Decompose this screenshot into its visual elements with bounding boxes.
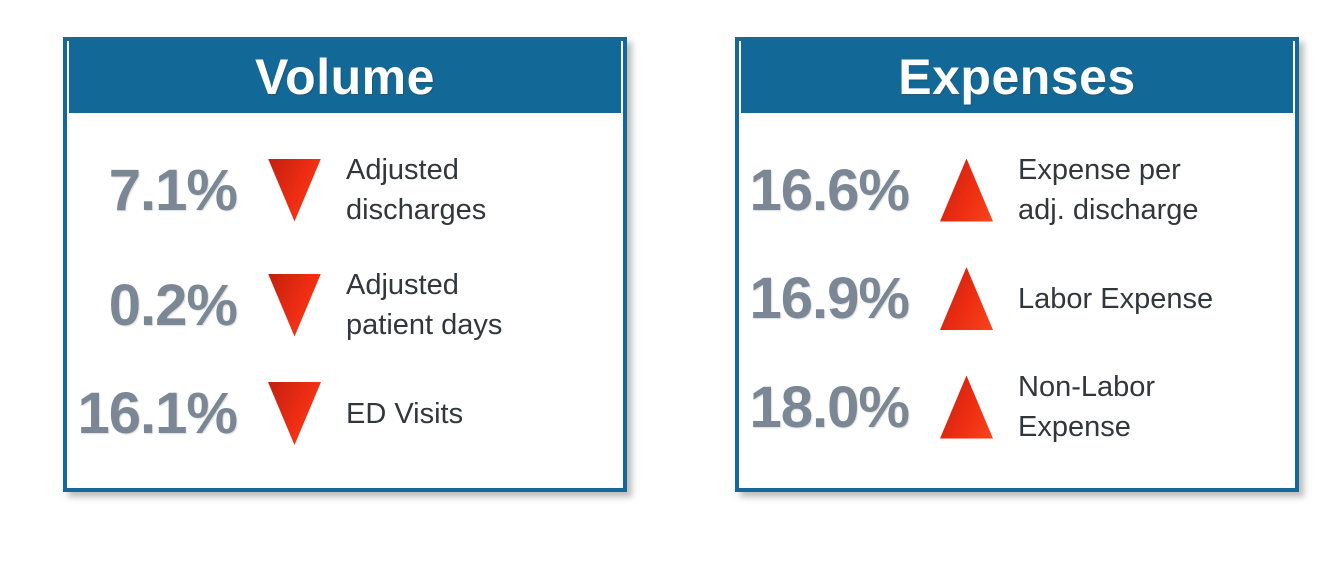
volume-panel: Volume 7.1% Adjusted discharges 0.2% Adj… (63, 37, 627, 492)
metric-label: Adjusted patient days (346, 269, 503, 341)
metric-row-ed-visits: 16.1% ED Visits (67, 380, 623, 447)
metric-row-expense-per-adj-discharge: 16.6% Expense per adj. discharge (739, 150, 1295, 230)
metric-row-labor-expense: 16.9% Labor Expense (739, 265, 1295, 332)
metric-row-adjusted-patient-days: 0.2% Adjusted patient days (67, 265, 623, 345)
metric-label: Adjusted discharges (346, 154, 487, 226)
volume-panel-body: 7.1% Adjusted discharges 0.2% Adjusted p… (67, 113, 623, 488)
metric-value: 7.1% (108, 157, 238, 223)
metric-value: 16.6% (749, 157, 910, 223)
down-arrow-icon (268, 273, 321, 337)
metric-value: 18.0% (749, 374, 910, 440)
metric-label: Labor Expense (1018, 282, 1214, 315)
metric-label: ED Visits (346, 397, 464, 430)
volume-panel-title: Volume (255, 49, 435, 105)
expenses-panel: Expenses 16.6% Expense per adj. discharg… (735, 37, 1299, 492)
up-arrow-icon (940, 158, 993, 222)
metric-value: 0.2% (108, 272, 238, 338)
expenses-panel-header: Expenses (741, 41, 1293, 113)
metric-row-non-labor-expense: 18.0% Non-Labor Expense (739, 367, 1295, 447)
up-arrow-icon (940, 375, 993, 439)
metric-label: Non-Labor Expense (1018, 371, 1156, 443)
volume-panel-header: Volume (69, 41, 621, 113)
expenses-panel-body: 16.6% Expense per adj. discharge 16.9% L… (739, 113, 1295, 488)
metric-label: Expense per adj. discharge (1018, 154, 1199, 226)
up-arrow-icon (940, 267, 993, 330)
metric-value: 16.1% (77, 381, 238, 446)
metric-value: 16.9% (749, 266, 910, 331)
expenses-panel-title: Expenses (898, 49, 1136, 105)
down-arrow-icon (268, 158, 321, 222)
metric-row-adjusted-discharges: 7.1% Adjusted discharges (67, 150, 623, 230)
down-arrow-icon (268, 382, 321, 445)
